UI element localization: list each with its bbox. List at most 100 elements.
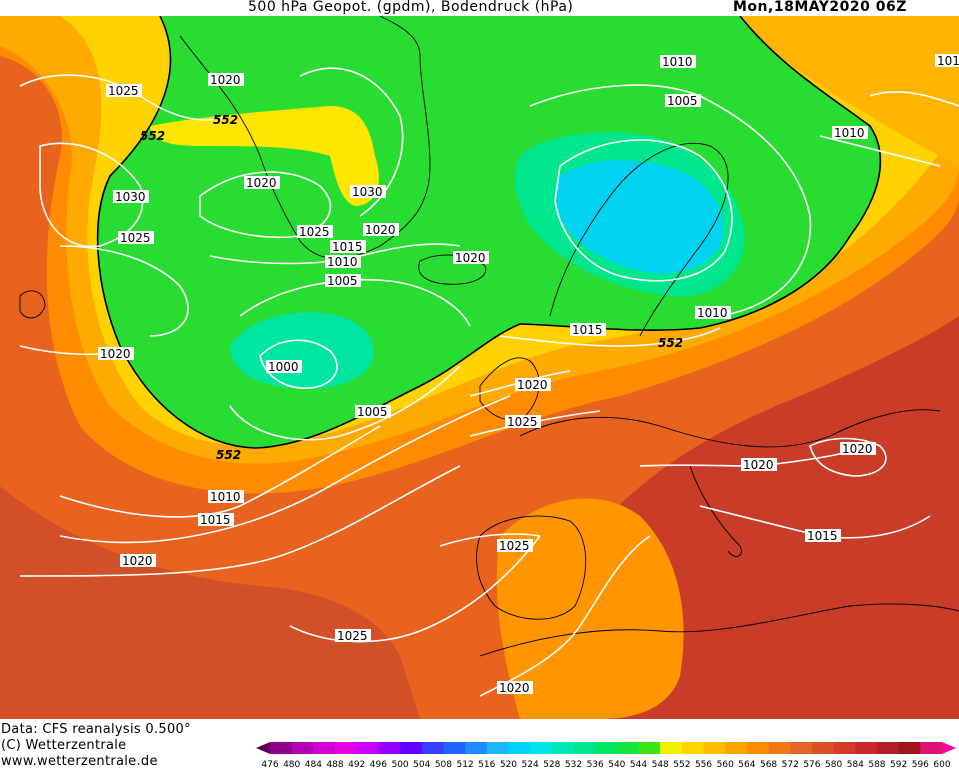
legend-tick-label: 580 (825, 760, 842, 770)
isobar-label: 1005 (355, 405, 391, 419)
coast-north-africa (479, 603, 959, 657)
legend-tick-label: 572 (782, 760, 799, 770)
legend-swatch (920, 742, 943, 754)
header: 500 hPa Geopot. (gpdm), Bodendruck (hPa)… (0, 0, 959, 16)
copyright-text: (C) Wetterzentrale (1, 738, 127, 753)
svg-text:101: 101 (937, 54, 959, 68)
contour-label-552: 552 (213, 113, 238, 127)
isobar-line (439, 533, 541, 547)
isobar-label: 1020 (515, 378, 551, 392)
svg-text:1005: 1005 (327, 274, 358, 288)
isobar-line (199, 171, 332, 239)
coast-italy (689, 465, 742, 557)
isobar-label: 1020 (840, 442, 876, 456)
legend-swatch (898, 742, 921, 754)
svg-text:1025: 1025 (108, 84, 139, 98)
legend-swatch (291, 742, 314, 754)
isobar-label: 1010 (208, 490, 244, 504)
legend-tick-label: 564 (738, 760, 755, 770)
legend-swatch (378, 742, 401, 754)
isobar-line (869, 91, 959, 107)
legend-swatch (811, 742, 835, 754)
legend-swatch (270, 742, 293, 754)
isobar-label: 1030 (350, 185, 386, 199)
legend-tick-label: 500 (391, 760, 408, 770)
contour-552-labels: 552 552 552 552 (140, 113, 683, 462)
isobar-line (39, 142, 144, 248)
legend-tick-label: 528 (543, 760, 560, 770)
svg-text:1020: 1020 (743, 458, 774, 472)
svg-text:1015: 1015 (332, 240, 363, 254)
svg-text:1010: 1010 (697, 306, 728, 320)
legend-swatch (400, 742, 423, 754)
region-greenland-ridge (150, 106, 379, 206)
legend-swatch (486, 742, 509, 754)
svg-text:1025: 1025 (507, 415, 538, 429)
legend-tick-label: 576 (803, 760, 820, 770)
legend-swatch (681, 742, 705, 754)
legend-swatch (876, 742, 900, 754)
isobar-label: 1030 (113, 190, 149, 204)
legend-swatch (855, 742, 878, 754)
svg-text:1020: 1020 (100, 347, 131, 361)
svg-text:1025: 1025 (299, 225, 330, 239)
legend-tick-label: 492 (348, 760, 365, 770)
legend-tick-label: 512 (457, 760, 474, 770)
svg-text:1020: 1020 (517, 378, 548, 392)
coast-scandinavia (549, 143, 729, 337)
isobar-label: 1020 (208, 73, 244, 87)
map-title: 500 hPa Geopot. (gpdm), Bodendruck (hPa) (248, 0, 574, 15)
isobar-label: 1020 (363, 223, 399, 237)
data-source-text: Data: CFS reanalysis 0.500° (1, 722, 191, 737)
contour-552 (96, 16, 882, 449)
contour-label-552: 552 (140, 129, 165, 143)
contour-label-552: 552 (658, 336, 683, 350)
svg-text:1010: 1010 (327, 255, 358, 269)
legend-swatch (790, 742, 813, 754)
isobar-line (809, 437, 887, 477)
isobar-label: 1020 (497, 681, 533, 695)
legend-swatch (768, 742, 791, 754)
isobar-label: 1025 (335, 629, 371, 643)
isobar-line (529, 84, 812, 317)
legend-tick-label: 556 (695, 760, 712, 770)
coast-newfoundland (19, 290, 46, 319)
legend-tick-label: 508 (435, 760, 452, 770)
coast-greenland (179, 16, 431, 259)
isobar-label: 1015 (570, 323, 606, 337)
isobar-label: 1020 (244, 176, 280, 190)
legend-swatch (616, 742, 640, 754)
svg-text:1030: 1030 (115, 190, 146, 204)
isobar-label: 1005 (665, 94, 701, 108)
svg-text:1015: 1015 (572, 323, 603, 337)
legend-tick-label: 588 (868, 760, 885, 770)
legend-tick-label: 540 (608, 760, 625, 770)
map-canvas: 1025 1020 1030 1025 1020 1030 1025 1020 … (0, 16, 959, 719)
isobar-label: 101 (935, 54, 959, 68)
legend-swatch (746, 742, 770, 754)
legend-swatch (833, 742, 856, 754)
legend-tick-label: 532 (565, 760, 582, 770)
legend-tick-label: 592 (890, 760, 907, 770)
isobar-line (19, 465, 461, 577)
legend-arrow-high (942, 742, 956, 754)
legend-swatch (421, 742, 444, 754)
isobar-label: 1010 (660, 55, 696, 69)
legend-swatch (335, 742, 358, 754)
isobar-label: 1020 (120, 554, 156, 568)
isobar-line (59, 245, 189, 337)
website-link[interactable]: www.wetterzentrale.de (1, 754, 158, 769)
legend-tick-label: 552 (673, 760, 690, 770)
svg-text:1000: 1000 (268, 360, 299, 374)
isobar-label: 1020 (741, 458, 777, 472)
legend-swatch (508, 742, 531, 754)
svg-text:1030: 1030 (352, 185, 383, 199)
legend-tick-label: 548 (652, 760, 669, 770)
legend-tick-label: 516 (478, 760, 495, 770)
isobar-label: 1015 (198, 513, 234, 527)
legend-swatch (530, 742, 553, 754)
svg-text:1020: 1020 (246, 176, 277, 190)
legend-swatch (725, 742, 748, 754)
legend-tick-label: 484 (305, 760, 322, 770)
svg-text:1025: 1025 (499, 539, 530, 553)
